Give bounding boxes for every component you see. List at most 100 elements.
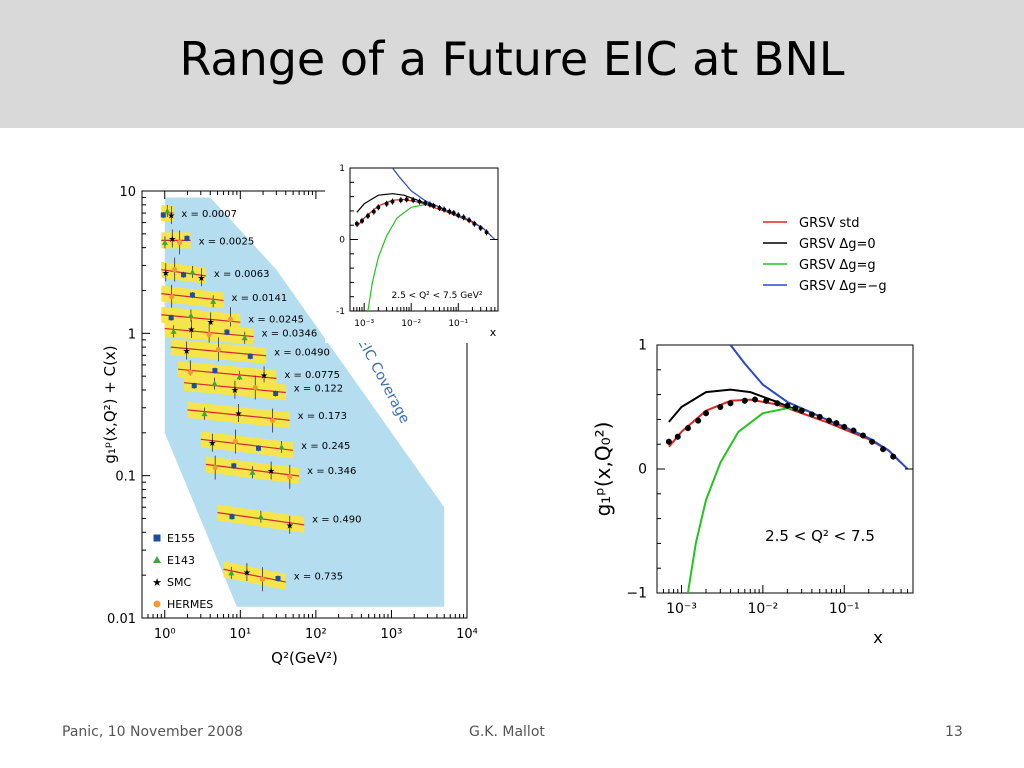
data-point	[461, 215, 466, 220]
series-line-GRSV-g-g	[729, 345, 909, 470]
data-point-E143	[236, 373, 243, 380]
legend-label: GRSV Δg=−g	[799, 279, 887, 294]
data-point	[741, 397, 748, 404]
data-point	[808, 411, 815, 418]
data-point-SMC: ★	[243, 569, 251, 579]
x-tick-label: 10⁻³	[666, 601, 697, 617]
x-axis-label: x	[490, 326, 497, 339]
data-point	[784, 402, 791, 409]
legend-marker-E143	[153, 556, 161, 563]
chart-inset-g1-vs-x: -1 0 1 10⁻³ 10⁻² 10⁻¹ 2.5 < Q² < 7.5 GeV² x	[325, 158, 505, 343]
data-point	[717, 404, 724, 410]
data-point	[427, 202, 432, 207]
data-point	[890, 453, 897, 460]
data-point	[798, 407, 805, 414]
data-point-E143	[170, 328, 177, 334]
data-point-E155	[224, 329, 230, 335]
title-bar	[0, 0, 1024, 128]
data-point	[850, 427, 857, 434]
data-point	[841, 423, 848, 430]
plot-frame	[349, 167, 499, 312]
bin-label: x = 0.735	[294, 572, 343, 583]
legend-label: GRSV Δg=0	[799, 237, 876, 252]
data-point	[695, 417, 702, 424]
data-point-E155	[275, 575, 281, 581]
data-point-SMC: ★	[235, 410, 243, 420]
x-tick-label: 10⁻³	[354, 319, 374, 329]
legend-marker-E155	[153, 534, 161, 542]
series-line-GRSV-g-g	[392, 168, 496, 240]
data-point	[437, 206, 442, 211]
chart-right-g1-vs-x: −1 0 1 10⁻³ 10⁻² 10⁻¹ 2.5 < Q² < 7.5 x g₁ᵖ(x,Q₀²…	[591, 338, 914, 647]
x-tick-label: 10⁻²	[401, 319, 421, 329]
x-axis-label: x	[873, 628, 882, 647]
footer-author: G.K. Mallot	[469, 724, 545, 740]
y-tick-label: 0.1	[115, 470, 136, 485]
data-point-E143	[278, 443, 285, 450]
data-point	[478, 226, 483, 231]
slide-title: Range of a Future EIC at BNL	[179, 32, 845, 86]
y-tick-label: −1	[626, 586, 647, 602]
data-point-E155	[212, 368, 218, 374]
data-point-SMC: ★	[260, 372, 268, 382]
data-point	[360, 218, 365, 223]
data-point-HERMES	[215, 346, 222, 353]
data-point-E143	[161, 239, 168, 245]
data-point	[869, 438, 876, 445]
data-point-HERMES	[212, 464, 218, 471]
data-point	[792, 405, 799, 412]
data-point	[665, 438, 672, 445]
data-point	[404, 197, 409, 202]
bin-label: x = 0.245	[301, 441, 350, 452]
data-point-HERMES	[169, 294, 175, 300]
x-tick-label: 10⁴	[456, 627, 478, 642]
data-point-SMC: ★	[231, 386, 239, 396]
y-tick-label: 0	[339, 236, 345, 246]
x-tick-label: 10⁻¹	[448, 319, 468, 329]
q2-range-annotation: 2.5 < Q² < 7.5	[765, 527, 875, 545]
fit-line-4	[161, 314, 241, 323]
data-point	[447, 209, 452, 214]
data-point-E143	[249, 469, 256, 475]
bin-label: x = 0.0007	[181, 209, 237, 220]
data-point-E143	[228, 569, 235, 576]
footer-date: Panic, 10 November 2008	[62, 724, 243, 740]
data-point-E143	[257, 513, 264, 520]
data-point-SMC: ★	[208, 439, 216, 449]
data-point-HERMES	[206, 331, 212, 338]
chart-main-g1-vs-q2: 0.01 0.1 1 10 10⁰ 10¹ 10² 10³ 10⁴ Q²(GeV²) g₁ᵖ(x,Q…	[101, 185, 478, 667]
data-point	[384, 201, 389, 206]
legend-label: E155	[167, 532, 195, 545]
data-point-HERMES	[252, 384, 258, 391]
data-point-E155	[191, 383, 197, 389]
data-point-E143	[241, 334, 248, 341]
data-point-E143	[210, 298, 217, 304]
data-point-E155	[256, 445, 262, 451]
fit-line-13	[223, 568, 286, 583]
fit-line-10	[200, 438, 294, 451]
data-point-E155	[247, 353, 253, 359]
bin-label: x = 0.122	[294, 384, 343, 395]
legend-label: HERMES	[167, 598, 213, 611]
data-point-SMC: ★	[187, 325, 195, 335]
data-point	[398, 198, 403, 203]
data-point	[774, 400, 781, 407]
x-tick-label: 10²	[305, 627, 327, 642]
data-point-SMC: ★	[286, 521, 294, 531]
plot-area	[665, 345, 909, 593]
data-point	[467, 218, 472, 223]
x-tick-label: 10⁻²	[747, 601, 778, 617]
data-point	[371, 209, 376, 214]
data-point	[763, 397, 770, 404]
data-point-E155	[189, 292, 195, 298]
bin-label: x = 0.346	[307, 466, 356, 477]
data-point	[833, 420, 840, 427]
plot-frame	[656, 344, 914, 594]
data-point	[451, 211, 456, 216]
bin-label: x = 0.490	[312, 515, 361, 526]
y-tick-label: 1	[128, 327, 136, 342]
legend-marker-SMC: ★	[152, 576, 162, 589]
data-point-SMC: ★	[207, 318, 215, 328]
data-point	[442, 207, 447, 212]
data-point-E155	[181, 272, 187, 278]
